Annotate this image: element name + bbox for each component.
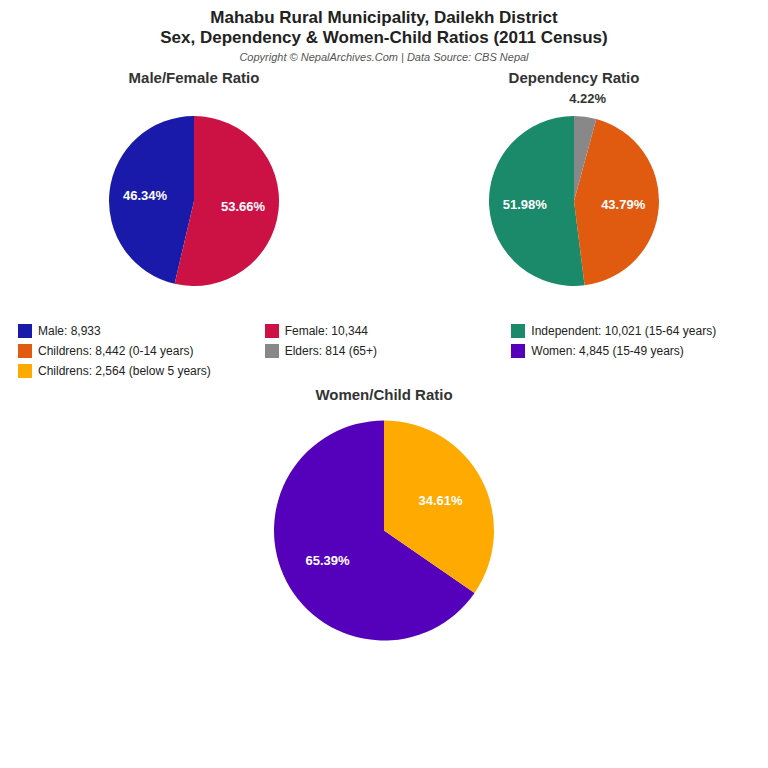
html-text:Independent: 10,021 (15-64 yea: Independent: 10,021 (15-64 years) <box>531 324 717 338</box>
html-text:Sex, Dependency & Women-Child: Sex, Dependency & Women-Child Ratios (20… <box>160 28 608 47</box>
html-text:Mahabu Rural Municipality, Dai: Mahabu Rural Municipality, Dailekh Distr… <box>210 8 558 27</box>
html-text:Male/Female Ratio: Male/Female Ratio <box>128 69 260 86</box>
svg-text:51.98%: 51.98% <box>503 197 548 212</box>
html-text:Copyright © NepalArchives.Com: Copyright © NepalArchives.Com | Data Sou… <box>239 51 529 63</box>
html-text:Male: 8,933: Male: 8,933 <box>38 324 101 338</box>
svg-text:34.61%: 34.61% <box>418 493 463 508</box>
html-text:Female: 10,344: Female: 10,344 <box>284 324 368 338</box>
html-text:Childrens: 2,564 (below 5 year: Childrens: 2,564 (below 5 years) <box>38 364 211 378</box>
svg-text:43.79%: 43.79% <box>601 197 646 212</box>
svg-text:53.66%: 53.66% <box>221 199 266 214</box>
svg-text:4.22%: 4.22% <box>569 91 606 106</box>
html-text:Elders: 814 (65+): Elders: 814 (65+) <box>284 344 377 358</box>
html-text:Women/Child Ratio: Women/Child Ratio <box>315 386 453 403</box>
svg-text:65.39%: 65.39% <box>305 553 350 568</box>
html-text:Childrens: 8,442 (0-14 years): Childrens: 8,442 (0-14 years) <box>38 344 194 358</box>
html-text:Dependency Ratio: Dependency Ratio <box>508 69 640 86</box>
svg-text:46.34%: 46.34% <box>123 188 168 203</box>
html-text:Women: 4,845 (15-49 years): Women: 4,845 (15-49 years) <box>531 344 684 358</box>
